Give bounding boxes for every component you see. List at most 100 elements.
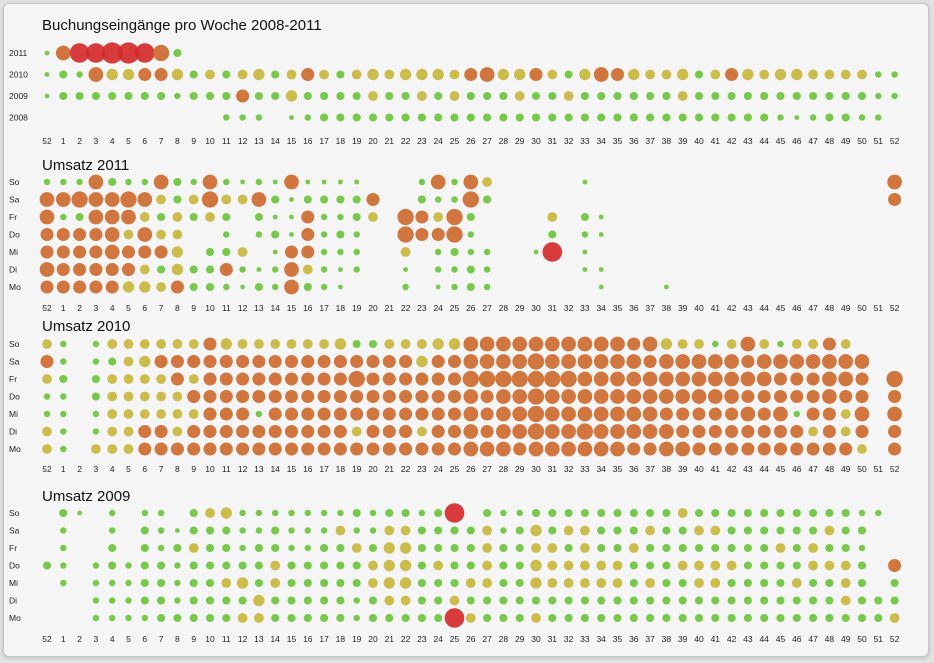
data-bubble [483,248,491,256]
data-bubble [254,212,263,222]
data-bubble [417,426,427,437]
week-tick-label: 29 [515,303,525,313]
week-tick-label: 19 [352,464,362,474]
data-bubble [317,354,331,369]
data-bubble [336,195,345,204]
data-bubble [431,424,445,439]
data-bubble [806,372,820,386]
week-tick-label: 6 [142,634,147,644]
week-tick-label: 37 [645,634,655,644]
data-bubble [141,614,149,622]
data-bubble [841,113,850,122]
data-bubble [399,542,412,554]
data-bubble [463,174,479,190]
week-tick-label: 3 [94,303,99,313]
week-tick-label: 25 [450,634,460,644]
week-tick-label: 42 [727,136,737,146]
data-bubble [564,596,573,605]
data-bubble [189,613,198,623]
data-bubble [399,424,413,439]
week-tick-label: 48 [825,464,835,474]
data-bubble [773,354,788,369]
data-bubble [677,560,688,571]
data-bubble [544,354,560,369]
week-tick-label: 14 [270,464,280,474]
data-bubble [320,596,329,605]
data-bubble [610,336,625,352]
data-bubble [270,339,281,349]
data-bubble [462,370,479,388]
data-bubble [756,371,772,387]
week-tick-label: 13 [254,136,264,146]
data-bubble [287,596,296,605]
data-bubble [76,71,83,78]
data-bubble [740,406,756,422]
data-bubble [271,91,280,101]
data-bubble [515,561,524,570]
data-bubble [171,263,184,276]
data-bubble [627,442,641,456]
data-bubble [140,596,149,605]
data-bubble [430,174,446,190]
week-tick-label: 4 [110,136,115,146]
week-tick-label: 36 [629,464,639,474]
week-tick-label: 21 [385,464,395,474]
data-bubble [337,179,343,185]
data-bubble [172,339,183,349]
data-bubble [527,353,545,370]
data-bubble [449,69,460,80]
data-bubble [725,424,739,439]
data-bubble [646,613,655,623]
data-bubble [724,389,739,404]
data-bubble [888,424,902,439]
week-tick-label: 28 [499,136,509,146]
data-bubble [662,613,671,623]
data-bubble [271,283,279,291]
week-tick-label: 42 [727,634,737,644]
data-bubble [353,248,360,256]
data-bubble [642,406,658,422]
data-bubble [515,613,524,623]
week-tick-label: 7 [159,464,164,474]
data-bubble [348,370,365,388]
data-bubble [333,372,347,386]
data-bubble [303,282,312,292]
data-bubble [743,91,752,101]
week-tick-label: 17 [319,634,329,644]
data-bubble [875,509,882,517]
data-bubble [108,177,117,187]
data-bubble [711,543,720,553]
data-bubble [107,409,118,419]
data-bubble [156,339,166,349]
data-bubble [598,267,604,272]
data-bubble [174,92,181,100]
data-bubble [773,372,788,386]
data-bubble [236,89,250,103]
row-label: Mo [9,444,21,454]
data-bubble [451,196,458,203]
data-bubble [708,407,722,421]
week-tick-label: 11 [222,303,231,313]
data-bubble [254,543,263,553]
data-bubble [659,389,674,404]
data-bubble [610,424,625,439]
data-bubble [336,113,345,122]
data-bubble [56,245,70,259]
data-bubble [171,68,184,81]
data-bubble [205,543,215,553]
data-bubble [223,114,230,121]
data-bubble [401,508,410,518]
data-bubble [479,67,495,82]
data-bubble [284,262,299,277]
data-bubble [675,354,691,369]
data-bubble [352,508,361,518]
data-bubble [431,227,445,242]
data-bubble [205,561,215,570]
data-bubble [840,69,851,80]
week-tick-label: 47 [808,634,818,644]
data-bubble [317,442,331,456]
data-bubble [857,561,867,570]
data-bubble [268,354,282,369]
data-bubble [89,280,103,294]
data-bubble [593,406,609,422]
